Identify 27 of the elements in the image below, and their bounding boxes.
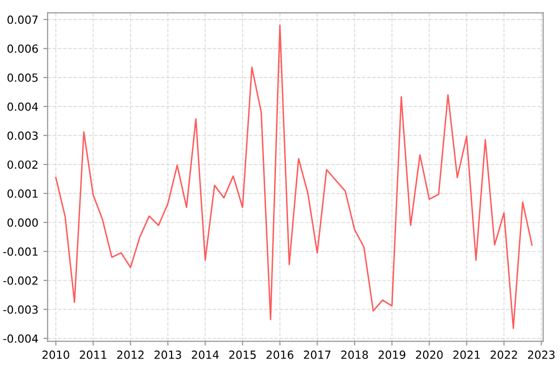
x-tick-label: 2023 — [528, 350, 555, 359]
y-tick-label: 0.007 — [7, 15, 38, 24]
x-tick-label: 2020 — [416, 350, 443, 359]
y-tick-label: -0.004 — [3, 334, 38, 343]
x-tick-label: 2017 — [304, 350, 330, 359]
y-tick-label: -0.001 — [3, 247, 38, 256]
x-tick-label: 2010 — [42, 350, 70, 359]
x-tick-label: 2018 — [341, 350, 368, 359]
x-tick-label: 2014 — [192, 350, 219, 359]
y-tick-label: 0.004 — [7, 102, 38, 111]
x-tick-label: 2012 — [117, 350, 144, 359]
x-tick-label: 2021 — [453, 350, 480, 359]
y-tick-label: -0.002 — [3, 276, 38, 285]
line-series — [55, 24, 533, 329]
y-tick-label: 0.002 — [7, 160, 38, 169]
x-tick-label: 2016 — [266, 350, 294, 359]
x-tick-label: 2022 — [490, 350, 518, 359]
y-tick-label: -0.003 — [3, 305, 38, 314]
x-tick-label: 2011 — [80, 350, 106, 359]
y-tick-label: 0.003 — [7, 131, 38, 140]
y-tick-label: 0.000 — [7, 218, 38, 227]
y-tick-label: 0.001 — [7, 189, 38, 198]
y-tick-label: 0.005 — [7, 73, 38, 82]
x-tick-label: 2013 — [154, 350, 182, 359]
x-tick-label: 2019 — [378, 350, 406, 359]
x-tick-label: 2015 — [229, 350, 256, 359]
y-tick-label: 0.006 — [7, 44, 38, 53]
